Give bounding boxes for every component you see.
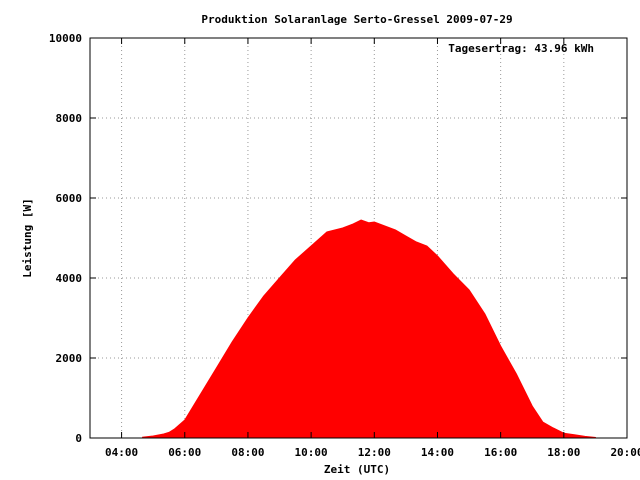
x-tick-label: 20:00 [610,446,640,459]
x-tick-label: 14:00 [421,446,454,459]
chart-title: Produktion Solaranlage Serto-Gressel 200… [201,13,512,26]
y-axis-label: Leistung [W] [21,198,34,277]
y-tick-label: 0 [75,432,82,445]
daily-yield-annotation: Tagesertrag: 43.96 kWh [448,42,594,55]
x-tick-label: 06:00 [168,446,201,459]
y-tick-label: 10000 [49,32,82,45]
axis-ticks: 04:00 06:00 08:00 10:00 12:00 14:00 16:00 18:00… [49,32,640,459]
y-tick-label: 2000 [56,352,83,365]
y-tick-label: 6000 [56,192,83,205]
plot-frame [89,37,628,439]
power-area-series [142,219,596,439]
x-tick-label: 08:00 [231,446,264,459]
x-tick-label: 12:00 [358,446,391,459]
x-tick-label: 18:00 [547,446,580,459]
y-tick-label: 4000 [56,272,83,285]
x-tick-label: 10:00 [295,446,328,459]
x-tick-label: 16:00 [484,446,517,459]
y-tick-label: 8000 [56,112,83,125]
x-tick-label: 04:00 [105,446,138,459]
x-axis-label: Zeit (UTC) [324,463,390,476]
